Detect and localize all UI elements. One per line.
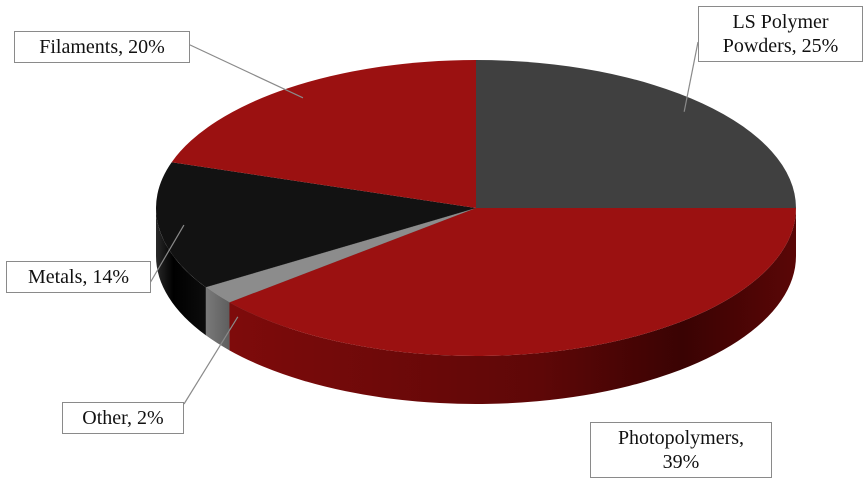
leader-line-metals <box>149 224 185 284</box>
label-photopolymers: Photopolymers, 39% <box>590 422 772 478</box>
label-metals: Metals, 14% <box>6 261 151 293</box>
slice-ls-polymer-powders <box>476 60 796 208</box>
slice-side-other <box>205 287 230 351</box>
slice-other <box>205 208 476 303</box>
pie-tops <box>156 60 796 357</box>
label-other: Other, 2% <box>62 402 184 434</box>
slice-side-metals <box>156 208 206 336</box>
leader-lines <box>149 41 699 405</box>
leader-line-filaments <box>187 43 304 99</box>
leader-line-ls-polymer-powders <box>683 41 699 112</box>
slice-side-photopolymers <box>229 208 796 404</box>
slice-metals <box>156 162 476 288</box>
label-filaments: Filaments, 20% <box>14 31 190 63</box>
slice-filaments <box>171 60 476 208</box>
slice-photopolymers <box>229 208 796 357</box>
leader-line-other <box>183 316 239 405</box>
label-ls-polymer-powders: LS Polymer Powders, 25% <box>698 6 863 62</box>
